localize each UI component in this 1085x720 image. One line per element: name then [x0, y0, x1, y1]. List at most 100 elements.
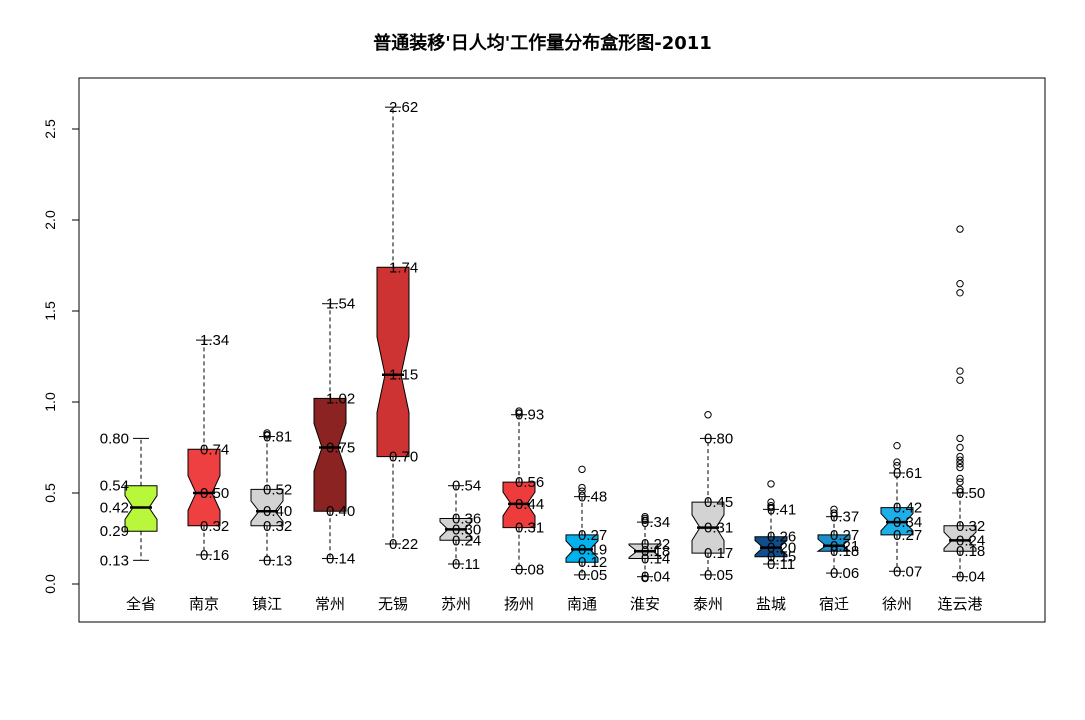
value-label: 0.80	[704, 430, 733, 447]
category-label: 南京	[189, 595, 219, 613]
value-label: 0.34	[641, 514, 670, 531]
outlier-point	[957, 377, 963, 383]
value-label: 0.16	[200, 547, 229, 564]
category-label: 常州	[315, 595, 345, 613]
value-label: 0.50	[200, 485, 229, 502]
value-label: 0.93	[515, 407, 544, 424]
value-label: 1.74	[389, 259, 418, 276]
box-1: 0.80 0.54 0.42 0.29 0.13 全省	[100, 430, 157, 613]
category-label: 泰州	[693, 595, 723, 613]
value-label: 0.31	[515, 520, 544, 537]
boxes-layer: 0.80 0.54 0.42 0.29 0.13 全省 1.34 0.74 0.50 0.32 0.…	[100, 99, 985, 613]
value-label: 0.52	[263, 481, 292, 498]
box-3: 0.810.520.400.320.13镇江	[251, 429, 292, 613]
value-label: 0.04	[956, 569, 985, 586]
outlier-point	[957, 281, 963, 287]
value-label: 0.04	[641, 569, 670, 586]
value-label: 0.05	[578, 567, 607, 584]
outlier-point	[957, 444, 963, 450]
box-2: 1.34 0.74 0.50 0.32 0.16 南京	[188, 332, 229, 613]
category-label: 镇江	[252, 595, 282, 613]
box-6: 0.54 0.360.300.24 0.11 苏州	[440, 478, 481, 613]
value-label: 0.14	[641, 551, 670, 568]
y-tick-label: 0.0	[42, 574, 58, 594]
value-label: 0.22	[389, 536, 418, 553]
value-label: 0.31	[704, 520, 733, 537]
y-tick-label: 2.5	[42, 119, 58, 139]
value-label: 0.37	[830, 509, 859, 526]
value-label: 0.06	[830, 565, 859, 582]
value-label: 0.70	[389, 449, 418, 466]
value-label: 0.41	[767, 501, 796, 518]
y-tick-label: 0.5	[42, 483, 58, 503]
value-label: 0.13	[263, 552, 292, 569]
value-label: 0.42	[100, 500, 129, 517]
value-label: 0.74	[200, 441, 229, 458]
value-label: 0.11	[767, 556, 795, 573]
category-label: 徐州	[882, 595, 912, 613]
value-label: 0.29	[100, 523, 129, 540]
box-body	[377, 267, 409, 456]
value-label: 0.08	[515, 561, 544, 578]
value-label: 2.62	[389, 99, 418, 116]
value-label: 0.18	[830, 543, 859, 560]
outlier-point	[957, 290, 963, 296]
value-label: 0.75	[326, 440, 355, 457]
y-tick-label: 1.0	[42, 392, 58, 412]
box-12: 0.370.270.210.180.06宿迁	[818, 506, 859, 613]
value-label: 0.05	[704, 567, 733, 584]
value-label: 1.02	[326, 390, 355, 407]
box-10: 0.80 0.45 0.31 0.17 0.05 泰州	[692, 412, 733, 613]
value-label: 0.56	[515, 474, 544, 491]
value-label: 0.14	[326, 551, 355, 568]
value-label: 0.27	[893, 527, 922, 544]
category-label: 无锡	[378, 595, 408, 613]
outlier-point	[705, 412, 711, 418]
value-label: 0.45	[704, 494, 733, 511]
box-9: 0.340.220.180.140.04淮安	[629, 513, 670, 613]
box-5: 2.62 1.74 1.15 0.70 0.22 无锡	[377, 99, 418, 613]
value-label: 0.13	[100, 552, 129, 569]
category-label: 苏州	[441, 595, 471, 613]
value-label: 0.17	[704, 545, 733, 562]
box-4: 1.54 1.02 0.75 0.40 0.14 常州	[314, 296, 355, 613]
box-14: 0.50 0.320.240.18 0.04 连云港	[937, 226, 985, 613]
value-label: 0.07	[893, 563, 922, 580]
value-label: 0.32	[200, 518, 229, 535]
outlier-point	[957, 435, 963, 441]
value-label: 0.50	[956, 485, 985, 502]
value-label: 0.24	[452, 532, 481, 549]
value-label: 0.40	[326, 503, 355, 520]
category-label: 淮安	[630, 595, 660, 613]
value-label: 0.18	[956, 543, 985, 560]
y-axis: 0.0 0.5 1.0 1.5 2.0 2.5	[42, 119, 79, 594]
value-label: 1.15	[389, 367, 418, 384]
box-7: 0.93 0.56 0.44 0.31 0.08 扬州	[503, 407, 544, 613]
category-label: 连云港	[937, 595, 982, 613]
value-label: 0.44	[515, 496, 544, 513]
box-11: 0.41 0.260.200.150.11 盐城	[755, 481, 796, 613]
value-label: 0.81	[263, 429, 292, 446]
outlier-point	[768, 481, 774, 487]
value-label: 0.61	[893, 465, 922, 482]
category-label: 南通	[567, 595, 597, 613]
value-label: 0.32	[263, 518, 292, 535]
value-label: 0.54	[452, 478, 481, 495]
category-label: 宿迁	[819, 595, 849, 613]
value-label: 1.34	[200, 332, 229, 349]
box-8: 0.48 0.270.190.120.05 南通	[566, 466, 607, 613]
value-label: 1.54	[326, 296, 355, 313]
box-13: 0.610.420.340.270.07徐州	[881, 442, 922, 613]
category-label: 扬州	[504, 595, 534, 613]
value-label: 0.48	[578, 489, 607, 506]
outlier-point	[894, 442, 900, 448]
category-label: 盐城	[756, 595, 786, 613]
value-label: 0.54	[100, 478, 129, 495]
value-label: 0.11	[452, 556, 480, 573]
category-label: 全省	[126, 595, 156, 613]
outlier-point	[957, 226, 963, 232]
y-tick-label: 1.5	[42, 301, 58, 321]
y-tick-label: 2.0	[42, 210, 58, 230]
value-label: 0.80	[100, 430, 129, 447]
